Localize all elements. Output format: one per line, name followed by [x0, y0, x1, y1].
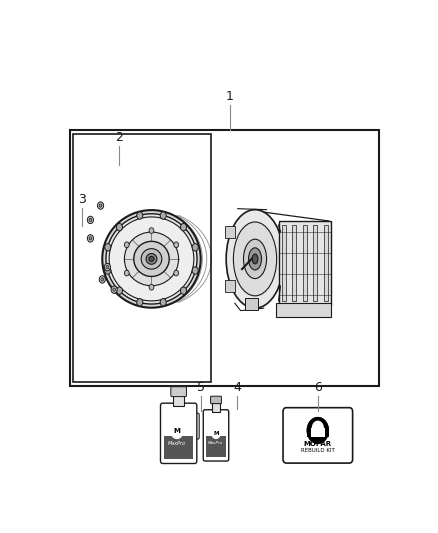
Circle shape [149, 228, 154, 233]
Ellipse shape [226, 209, 284, 308]
Bar [225, 225, 235, 238]
Text: MaxPro: MaxPro [168, 441, 186, 446]
Bar [303, 225, 307, 301]
Text: M: M [173, 429, 180, 434]
Bar [206, 431, 226, 436]
Ellipse shape [233, 222, 277, 296]
Circle shape [212, 428, 220, 439]
FancyBboxPatch shape [283, 408, 353, 463]
FancyBboxPatch shape [211, 396, 222, 403]
Circle shape [174, 242, 179, 248]
FancyBboxPatch shape [203, 410, 229, 461]
Circle shape [192, 267, 198, 274]
Ellipse shape [252, 254, 258, 264]
Circle shape [113, 288, 116, 292]
FancyBboxPatch shape [160, 403, 197, 464]
Ellipse shape [109, 217, 194, 301]
Text: 2: 2 [115, 131, 123, 144]
Circle shape [87, 216, 93, 224]
Bar [314, 225, 318, 301]
Bar [307, 427, 329, 438]
Circle shape [87, 235, 93, 242]
Circle shape [105, 244, 111, 251]
Bar [307, 429, 311, 438]
Circle shape [137, 298, 143, 306]
Circle shape [174, 270, 179, 276]
Ellipse shape [134, 241, 169, 277]
Text: MOPAR: MOPAR [304, 441, 332, 447]
Circle shape [104, 263, 110, 271]
Circle shape [89, 219, 92, 222]
Text: 6: 6 [314, 381, 322, 394]
Bar [70, 130, 379, 386]
Circle shape [192, 244, 198, 251]
Circle shape [160, 298, 166, 306]
Bar [282, 225, 286, 301]
Circle shape [111, 286, 117, 293]
Bar [325, 429, 329, 438]
Circle shape [89, 237, 92, 240]
Bar [164, 427, 193, 435]
FancyBboxPatch shape [171, 387, 187, 397]
Ellipse shape [102, 210, 201, 308]
Bar [212, 403, 220, 412]
Circle shape [105, 267, 111, 274]
Bar [276, 303, 331, 317]
Circle shape [124, 270, 129, 276]
Circle shape [171, 424, 183, 439]
Bar [225, 280, 235, 292]
Ellipse shape [149, 256, 154, 261]
Circle shape [149, 284, 154, 290]
Circle shape [117, 223, 123, 231]
Bar [293, 225, 297, 301]
Bar [324, 225, 328, 301]
Circle shape [98, 202, 104, 209]
Circle shape [124, 242, 129, 248]
Text: REBUILD KIT: REBUILD KIT [301, 448, 335, 454]
Circle shape [312, 421, 324, 435]
Ellipse shape [248, 248, 261, 270]
Bar [206, 436, 226, 457]
Circle shape [106, 265, 109, 269]
Ellipse shape [146, 254, 157, 264]
Text: M: M [213, 431, 219, 436]
Text: 1: 1 [226, 90, 233, 103]
Circle shape [137, 212, 143, 219]
Ellipse shape [106, 214, 197, 304]
Bar [279, 221, 331, 305]
Circle shape [307, 417, 329, 444]
Circle shape [180, 287, 187, 294]
Circle shape [101, 278, 104, 281]
Circle shape [99, 276, 105, 283]
Bar [173, 395, 184, 406]
Circle shape [160, 212, 166, 219]
Bar [164, 435, 193, 459]
Text: 3: 3 [78, 192, 86, 206]
FancyBboxPatch shape [187, 413, 199, 439]
Text: MaxPro: MaxPro [208, 441, 224, 445]
Bar [245, 298, 258, 310]
Bar [74, 134, 211, 382]
Circle shape [307, 417, 329, 444]
Ellipse shape [244, 239, 267, 279]
Text: 5: 5 [197, 381, 205, 394]
Circle shape [99, 204, 102, 207]
Text: 4: 4 [233, 381, 241, 394]
Circle shape [117, 287, 123, 294]
Ellipse shape [141, 249, 162, 269]
Circle shape [180, 223, 187, 231]
Ellipse shape [124, 232, 179, 286]
